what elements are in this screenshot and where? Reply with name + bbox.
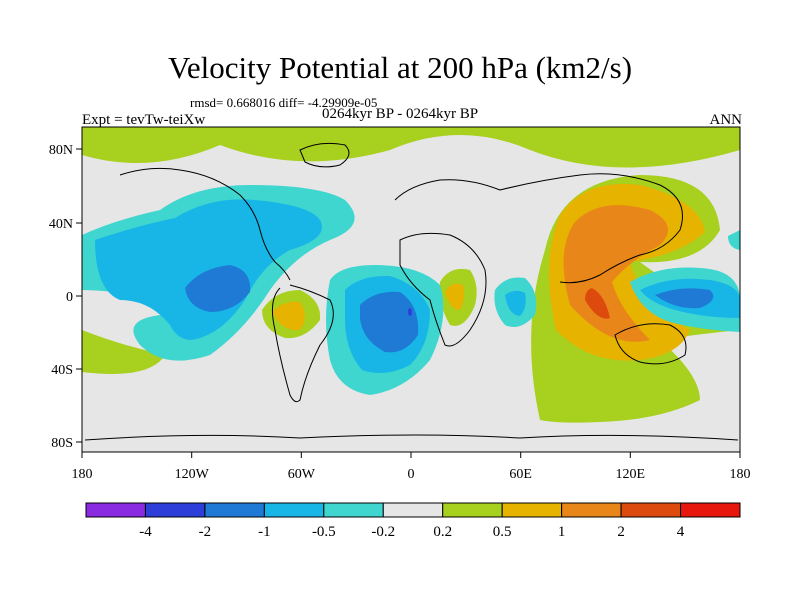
- y-tick-label: 40S: [51, 363, 73, 378]
- wpacific-negative-blue: [655, 288, 714, 309]
- epacific-blue-core: [185, 265, 251, 312]
- coast-greenland: [299, 142, 350, 168]
- y-tick-label: 80N: [49, 143, 73, 158]
- x-tick-label: 60E: [509, 467, 532, 482]
- x-tick-label: 0: [408, 467, 415, 482]
- y-tick-label: 40N: [49, 217, 73, 232]
- colorbar-swatch: [204, 502, 265, 518]
- colorbar-swatch: [561, 502, 622, 518]
- stats-text: rmsd= 0.668016 diff= -4.29909e-05: [190, 95, 378, 110]
- colorbar-swatch: [680, 502, 741, 518]
- colorbar-swatch: [501, 502, 563, 518]
- colorbar-swatch: [323, 502, 384, 518]
- colorbar-label: 4: [677, 524, 685, 540]
- colorbar-label: -0.2: [371, 524, 395, 540]
- colorbar-label: -0.5: [312, 524, 336, 540]
- colorbar-swatch: [620, 502, 682, 518]
- colorbar-label: 0.2: [433, 524, 452, 540]
- x-tick-label: 60W: [288, 467, 316, 482]
- colorbar-swatch: [382, 502, 444, 518]
- coast-australia: [614, 323, 687, 365]
- coastlines: [84, 142, 739, 441]
- colorbar-label: -4: [139, 524, 152, 540]
- coast-africa: [399, 232, 487, 347]
- coast-antarctica: [84, 434, 739, 441]
- coast-north-america: [119, 167, 291, 281]
- colorbar-swatch: [442, 502, 503, 518]
- x-axis: 180 120W 60W 0 60E 120E 180: [72, 452, 751, 482]
- north-positive-band: [82, 127, 740, 168]
- colorbar: -4 -2 -1 -0.5 -0.2 0.2 0.5 1 2 4: [85, 502, 741, 540]
- indopacific-red-core: [585, 288, 610, 319]
- colorbar-swatch: [144, 502, 206, 518]
- samerica-yellow: [272, 301, 305, 331]
- experiment-label: Expt = tevTw-teiXw: [82, 112, 206, 128]
- colorbar-swatch: [85, 502, 146, 518]
- dateline-teal: [728, 230, 740, 250]
- period-label: 0264kyr BP - 0264kyr BP: [321, 106, 479, 122]
- colorbar-label: 2: [617, 524, 625, 540]
- atlantic-min-dot: [408, 308, 412, 316]
- coast-eurasia: [394, 173, 683, 284]
- colorbar-label: 1: [558, 524, 566, 540]
- colorbar-swatch: [263, 502, 325, 518]
- south-pacific-positive: [82, 330, 165, 374]
- africa-yellow: [445, 283, 464, 310]
- y-tick-label: 80S: [51, 436, 73, 451]
- atlantic-negative-blue: [360, 291, 419, 353]
- indopacific-orange: [563, 205, 668, 342]
- season-label: ANN: [709, 112, 743, 128]
- coast-south-america: [271, 284, 334, 403]
- colorbar-label: 0.5: [493, 524, 512, 540]
- x-tick-label: 180: [730, 467, 751, 482]
- y-tick-label: 0: [66, 290, 73, 305]
- colorbar-label: -2: [199, 524, 212, 540]
- y-axis: 80N 40N 0 40S 80S: [49, 143, 82, 451]
- x-tick-label: 180: [72, 467, 93, 482]
- contour-field: [82, 127, 740, 452]
- arabian-negative-cyan: [505, 290, 526, 316]
- x-tick-label: 120W: [175, 467, 210, 482]
- colorbar-label: -1: [258, 524, 271, 540]
- x-tick-label: 120E: [616, 467, 646, 482]
- west-negative-cyan: [95, 199, 322, 340]
- plot-title: Velocity Potential at 200 hPa (km2/s): [167, 50, 633, 85]
